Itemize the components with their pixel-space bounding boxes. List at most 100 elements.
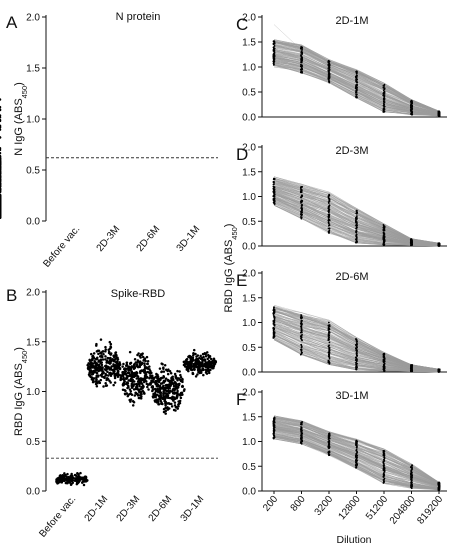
data-point bbox=[410, 478, 412, 480]
data-point bbox=[58, 476, 62, 480]
data-point bbox=[355, 221, 358, 224]
data-point bbox=[178, 378, 182, 381]
data-point bbox=[355, 446, 358, 449]
data-point bbox=[172, 382, 176, 385]
data-point bbox=[273, 51, 276, 54]
scatter-group bbox=[118, 350, 154, 407]
data-point bbox=[188, 364, 191, 368]
data-point bbox=[327, 436, 330, 439]
data-point bbox=[328, 437, 331, 440]
data-point bbox=[130, 386, 134, 390]
data-point bbox=[66, 472, 69, 476]
data-point bbox=[382, 358, 385, 361]
data-point bbox=[102, 385, 105, 388]
data-point bbox=[90, 378, 94, 381]
data-point bbox=[273, 315, 276, 318]
data-point bbox=[129, 398, 133, 401]
data-point bbox=[96, 367, 100, 370]
data-point bbox=[327, 211, 330, 214]
data-point bbox=[355, 351, 358, 354]
data-point bbox=[174, 382, 178, 385]
data-point bbox=[153, 376, 156, 380]
data-point bbox=[173, 397, 177, 401]
data-point bbox=[382, 453, 385, 456]
data-point bbox=[166, 369, 169, 373]
data-point bbox=[164, 377, 168, 380]
data-point bbox=[167, 384, 170, 388]
data-point bbox=[327, 327, 330, 330]
data-point bbox=[355, 212, 358, 215]
data-point bbox=[382, 84, 385, 87]
data-point bbox=[327, 326, 330, 329]
data-point bbox=[126, 371, 130, 375]
data-point bbox=[125, 392, 129, 395]
data-point bbox=[327, 216, 330, 219]
data-point bbox=[273, 183, 275, 185]
data-point bbox=[189, 355, 193, 359]
data-point bbox=[204, 368, 208, 372]
panel-title: 2D-3M bbox=[335, 145, 368, 157]
data-point bbox=[169, 390, 172, 393]
data-point bbox=[383, 88, 386, 91]
data-point bbox=[155, 372, 158, 376]
data-point bbox=[382, 365, 385, 368]
data-point bbox=[383, 466, 386, 469]
x-tick-label: 819200 bbox=[415, 494, 445, 527]
data-point bbox=[356, 209, 358, 212]
data-point bbox=[355, 215, 358, 217]
data-point bbox=[301, 437, 303, 439]
data-point bbox=[99, 338, 103, 341]
data-point bbox=[300, 325, 302, 328]
data-point bbox=[328, 453, 331, 456]
data-point bbox=[143, 362, 146, 365]
data-point bbox=[162, 366, 165, 369]
data-point bbox=[273, 429, 275, 432]
y-tick-label: 0.5 bbox=[242, 88, 256, 99]
data-point bbox=[96, 349, 100, 353]
data-point bbox=[192, 354, 195, 357]
data-point bbox=[328, 346, 330, 349]
data-point bbox=[109, 361, 112, 365]
data-point bbox=[301, 434, 303, 436]
data-point bbox=[121, 365, 124, 368]
data-point bbox=[273, 321, 276, 324]
data-point bbox=[114, 351, 117, 355]
data-point bbox=[272, 187, 275, 190]
data-point bbox=[212, 366, 215, 369]
data-point bbox=[162, 392, 165, 395]
data-point bbox=[410, 479, 413, 482]
data-point bbox=[210, 365, 213, 369]
data-point bbox=[106, 370, 109, 373]
data-point bbox=[0, 193, 2, 197]
data-point bbox=[58, 480, 61, 484]
y-tick-label: 1.5 bbox=[242, 412, 256, 423]
data-point bbox=[133, 358, 137, 361]
data-point bbox=[131, 404, 135, 407]
data-point bbox=[301, 440, 304, 443]
scatter-group bbox=[55, 471, 89, 487]
data-point bbox=[411, 466, 413, 469]
panel-letter: D bbox=[236, 145, 248, 164]
data-point bbox=[300, 196, 302, 199]
data-point bbox=[199, 354, 202, 358]
data-point bbox=[112, 364, 115, 368]
data-point bbox=[142, 391, 146, 394]
data-point bbox=[65, 477, 69, 480]
data-point bbox=[148, 368, 151, 371]
data-point bbox=[410, 367, 412, 370]
data-point bbox=[327, 79, 330, 81]
data-point bbox=[179, 396, 183, 400]
data-point bbox=[201, 359, 205, 362]
data-point bbox=[153, 392, 156, 395]
data-point bbox=[273, 431, 275, 434]
data-point bbox=[438, 486, 441, 488]
data-point bbox=[301, 57, 303, 60]
data-point bbox=[383, 464, 386, 466]
data-point bbox=[99, 373, 103, 377]
data-point bbox=[165, 389, 169, 393]
data-point bbox=[109, 353, 112, 356]
data-point bbox=[145, 355, 149, 359]
y-tick-label: 2.0 bbox=[26, 288, 40, 299]
data-point bbox=[327, 207, 330, 210]
data-point bbox=[136, 393, 139, 396]
